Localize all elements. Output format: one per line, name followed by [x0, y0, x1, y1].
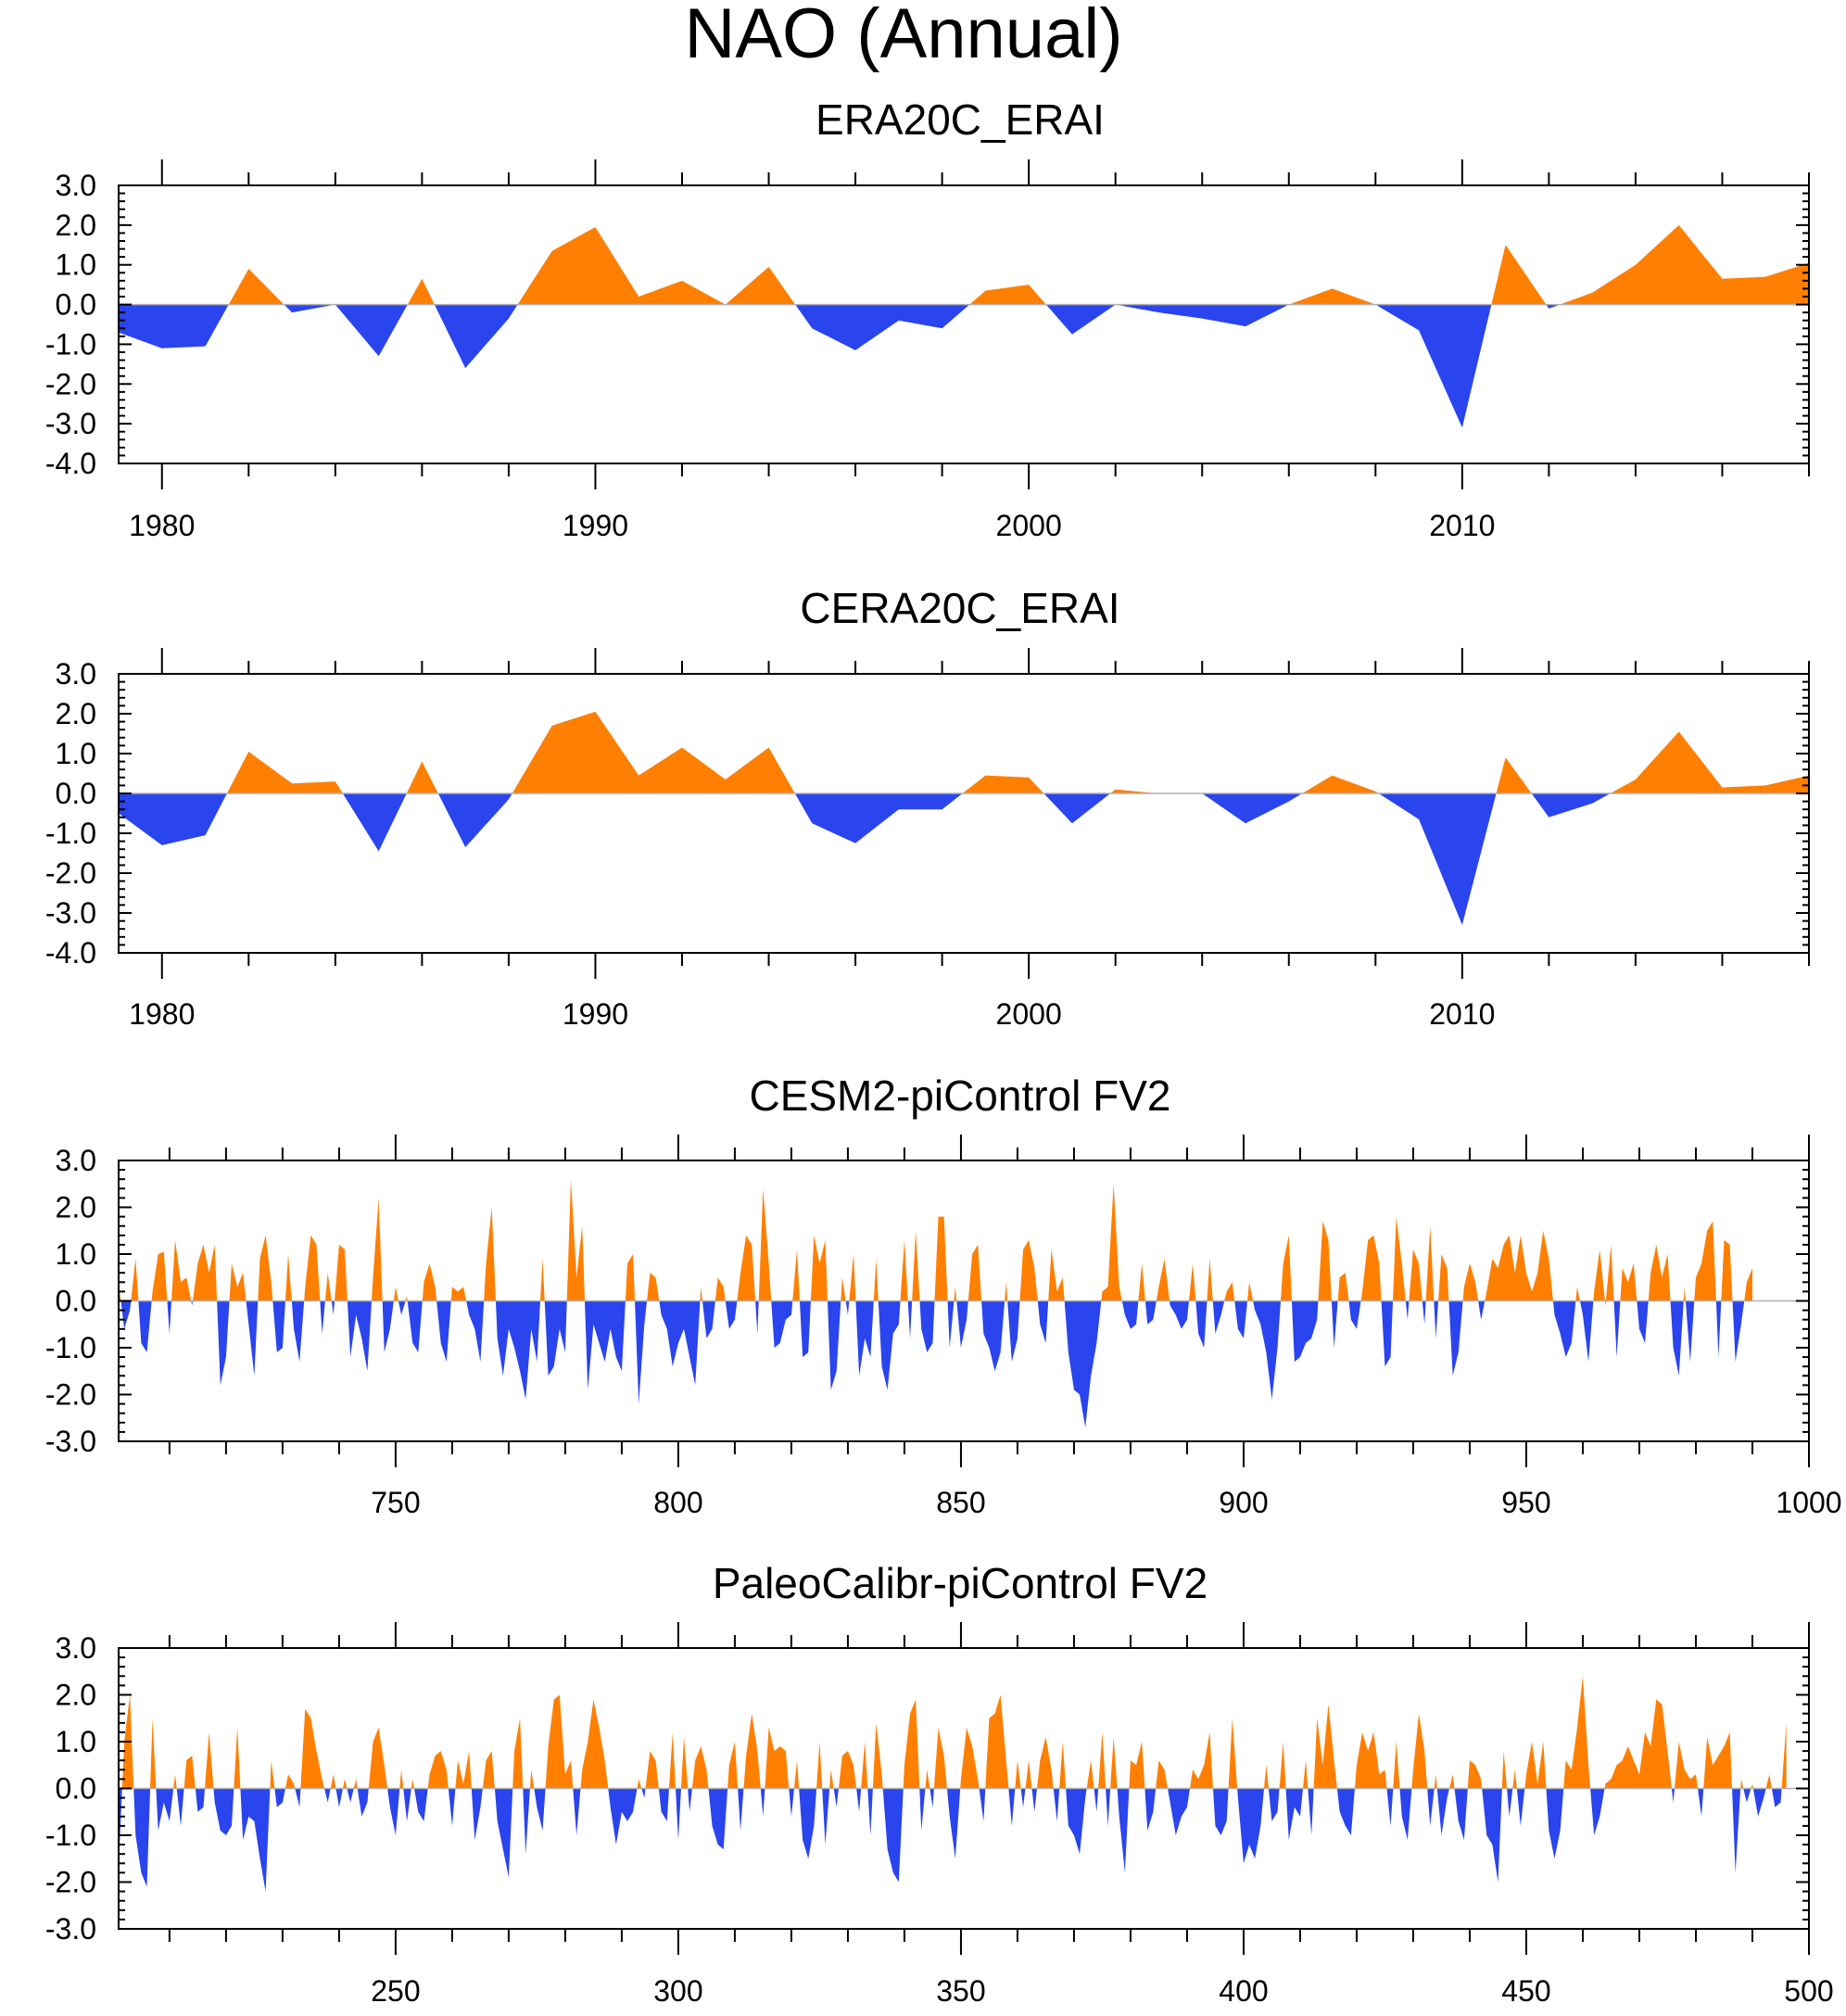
x-tick-label: 850 [936, 1486, 985, 1519]
x-tick-label: 300 [653, 1974, 702, 2008]
y-tick-label: 1.0 [56, 1237, 96, 1271]
x-tick-label: 2000 [996, 997, 1062, 1031]
negative-anomaly-area [119, 304, 1809, 428]
y-tick-label: -3.0 [45, 407, 96, 440]
plot-frame [118, 673, 1810, 954]
panel-plot-area: 3.0 2.0 1.0 0.0 -1.0 -2.0 -3.0 750 800 850 900 950 1… [45, 1135, 1842, 1519]
x-tick-label: 2000 [996, 509, 1062, 542]
x-tick-label: 750 [371, 1486, 420, 1519]
positive-anomaly-area [119, 224, 1809, 305]
negative-anomaly-area [119, 1300, 1752, 1427]
y-tick-label: 3.0 [56, 1631, 96, 1665]
plot-frame [118, 184, 1810, 464]
y-tick-label: 1.0 [56, 248, 96, 282]
negative-anomaly-area [119, 1788, 1787, 1892]
x-tick-label: 800 [653, 1486, 702, 1519]
panel-cera20c-erai: CERA20C_ERAI 3.0 2.0 1.0 0.0 -1.0 -2.0 -3.0 -4.… [45, 584, 1810, 1031]
x-tick-label: 250 [371, 1974, 420, 2008]
y-tick-label: -1.0 [45, 1331, 96, 1364]
y-tick-label: 2.0 [56, 209, 96, 242]
positive-anomaly-area [119, 1179, 1752, 1301]
x-tick-label: 2010 [1429, 997, 1495, 1031]
panel-paleocalibr-picontrol: PaleoCalibr-piControl FV2 3.0 2.0 1.0 0.0 -1… [45, 1559, 1834, 2008]
y-tick-label: 0.0 [56, 1772, 96, 1806]
negative-anomaly-area [119, 793, 1809, 925]
panel-plot-area: 3.0 2.0 1.0 0.0 -1.0 -2.0 -3.0 -4.0 1980 1990 2000… [45, 648, 1810, 1031]
x-tick-label: 1990 [563, 997, 628, 1031]
x-tick-label: 1990 [563, 509, 628, 542]
y-tick-label: -4.0 [45, 936, 96, 970]
y-tick-label: -2.0 [45, 856, 96, 890]
y-tick-label: 3.0 [56, 657, 96, 691]
y-tick-label: 2.0 [56, 697, 96, 730]
x-tick-label: 500 [1784, 1974, 1833, 2008]
x-tick-label: 350 [936, 1974, 985, 2008]
figure-title: NAO (Annual) [684, 0, 1122, 73]
panel-title: CERA20C_ERAI [800, 584, 1119, 632]
y-tick-label: -1.0 [45, 1819, 96, 1852]
panel-plot-area: 3.0 2.0 1.0 0.0 -1.0 -2.0 -3.0 250 300 350 400 450 5… [45, 1622, 1834, 2008]
y-tick-label: -3.0 [45, 1912, 96, 1946]
x-tick-label: 1000 [1776, 1486, 1841, 1519]
y-tick-label: 0.0 [56, 288, 96, 322]
y-tick-label: 0.0 [56, 777, 96, 810]
positive-anomaly-area [119, 711, 1809, 793]
x-tick-label: 900 [1219, 1486, 1268, 1519]
x-tick-label: 950 [1501, 1486, 1550, 1519]
x-tick-label: 1980 [129, 997, 195, 1031]
y-tick-label: 0.0 [56, 1285, 96, 1318]
y-tick-label: -2.0 [45, 1866, 96, 1899]
x-tick-label: 450 [1501, 1974, 1550, 2008]
panel-title: PaleoCalibr-piControl FV2 [713, 1559, 1207, 1607]
y-tick-label: 1.0 [56, 737, 96, 770]
x-tick-label: 2010 [1429, 509, 1495, 542]
panel-title: CESM2-piControl FV2 [749, 1071, 1170, 1120]
y-tick-label: -4.0 [45, 447, 96, 480]
y-tick-label: 3.0 [56, 1144, 96, 1177]
panel-title: ERA20C_ERAI [816, 95, 1105, 144]
positive-anomaly-area [119, 1676, 1787, 1789]
y-tick-label: -2.0 [45, 1378, 96, 1412]
x-tick-label: 400 [1219, 1974, 1268, 2008]
y-tick-label: -2.0 [45, 367, 96, 400]
y-tick-label: -1.0 [45, 327, 96, 361]
x-tick-label: 1980 [129, 509, 195, 542]
y-tick-label: -3.0 [45, 896, 96, 930]
y-tick-label: -1.0 [45, 817, 96, 850]
y-tick-label: -3.0 [45, 1425, 96, 1458]
y-tick-label: 1.0 [56, 1725, 96, 1758]
y-tick-label: 2.0 [56, 1679, 96, 1712]
panel-cesm2-picontrol: CESM2-piControl FV2 3.0 2.0 1.0 0.0 -1.0 -2.0… [45, 1071, 1842, 1519]
y-tick-label: 3.0 [56, 169, 96, 202]
panel-plot-area: 3.0 2.0 1.0 0.0 -1.0 -2.0 -3.0 -4.0 1980 1990 2000… [45, 159, 1810, 542]
panel-era20c-erai: ERA20C_ERAI 3.0 2.0 1.0 0.0 -1.0 -2.0 -3.0 -4.0… [45, 95, 1810, 542]
y-tick-label: 2.0 [56, 1191, 96, 1224]
